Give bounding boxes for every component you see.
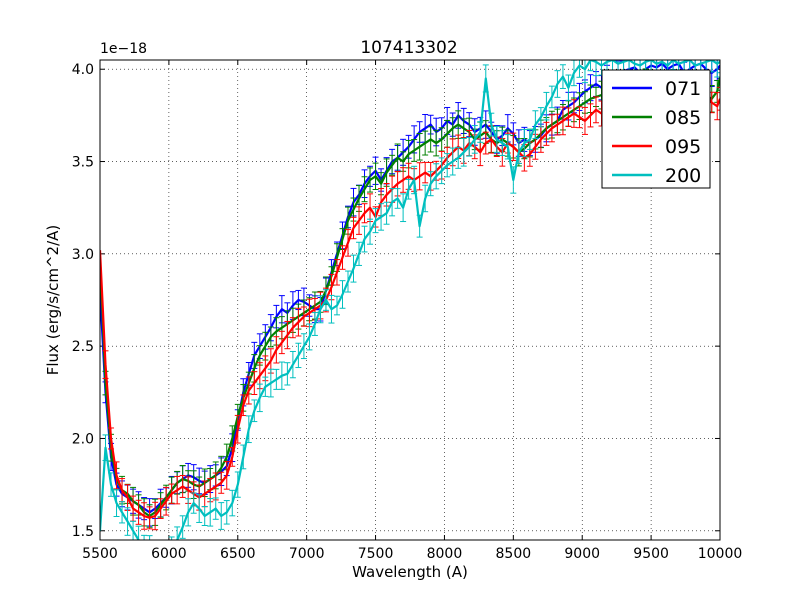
tick-labels: 5500 6000 6500 7000 7500 8000 8500 9000 9500 1000… [72,62,743,562]
x-axis-label: Wavelength (A) [352,563,468,581]
series-line-200 [100,60,720,540]
y-tick-label: 3.0 [72,247,94,263]
y-tick-label: 1.5 [72,524,94,540]
y-tick-label: 4.0 [72,62,94,78]
x-tick-label: 8500 [496,546,532,562]
legend-label: 071 [665,78,701,100]
x-tick-label: 7500 [358,546,394,562]
chart-title: 107413302 [360,38,457,58]
y-offset-text: 1e−18 [100,41,147,57]
legend-label: 095 [665,136,701,158]
x-tick-label: 7000 [289,546,325,562]
x-tick-label: 6000 [151,546,187,562]
x-tick-label: 6500 [220,546,256,562]
legend-label: 200 [665,165,701,187]
y-tick-label: 2.0 [72,431,94,447]
y-tick-label: 3.5 [72,155,94,171]
y-tick-label: 2.5 [72,339,94,355]
x-tick-label: 5500 [82,546,118,562]
legend-label: 085 [665,107,701,129]
x-tick-label: 10000 [698,546,743,562]
series-group [100,60,720,540]
y-axis-label: Flux (erg/s/cm^2/A) [44,225,62,376]
x-tick-label: 8000 [427,546,463,562]
x-tick-label: 9000 [564,546,600,562]
plot-frame [99,59,721,541]
legend: 071 085 095 200 [601,69,711,189]
x-tick-label: 9500 [633,546,669,562]
legend-box [601,69,711,189]
